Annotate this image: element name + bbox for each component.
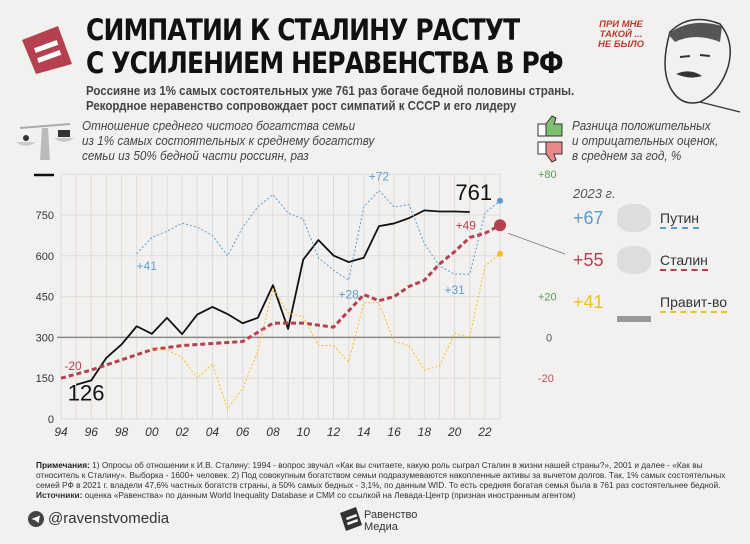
x-axis-tick-label: 12 <box>327 425 341 439</box>
x-axis-tick-label: 18 <box>418 425 432 439</box>
x-axis-tick-label: 04 <box>206 425 220 439</box>
x-axis-tick-label: 20 <box>447 425 462 439</box>
brand-line: Медиа <box>364 521 398 533</box>
page-title: СИМПАТИИ К СТАЛИНУ РАСТУТ С УСИЛЕНИЕМ НЕ… <box>86 13 564 80</box>
left-axis-tick-label: 600 <box>36 251 54 263</box>
legend-item: +55 Сталин <box>573 246 748 280</box>
government-building-icon <box>617 288 651 322</box>
quote-line: ТАКОЙ ... <box>599 29 643 40</box>
x-axis-tick-label: 98 <box>115 425 129 439</box>
data-label: 761 <box>455 180 492 205</box>
legend-label: Путин <box>660 210 700 229</box>
x-axis-tick-label: 22 <box>477 425 492 439</box>
desc-line: и отрицательных оценок, <box>572 133 719 148</box>
quote-line: ПРИ МНЕ <box>599 19 643 30</box>
notes: Примечания: 1) Опросы об отношении к И.В… <box>36 460 726 490</box>
leader-line <box>507 232 566 255</box>
x-axis-tick-label: 02 <box>175 425 189 439</box>
data-label: 126 <box>68 381 105 406</box>
desc-line: из 1% самых состоятельных к среднему бог… <box>82 133 375 148</box>
line-chart: 0 150 300 450 600 750 +80 +20 0 -20 94 96 98 00 02 04 06… <box>34 169 566 439</box>
right-axis-tick-label: +20 <box>538 292 557 304</box>
x-axis-tick-label: 96 <box>85 425 99 439</box>
desc-line: семьи из 50% бедной части россиян, раз <box>82 148 309 163</box>
left-axis-tick-label: 150 <box>36 373 54 385</box>
right-axis-tick-label: 0 <box>546 332 552 344</box>
legend-value: +41 <box>573 292 604 312</box>
thumbs-up-down-icon <box>537 115 563 163</box>
title-line: С УСИЛЕНИЕМ НЕРАВЕНСТВА В РФ <box>86 46 564 80</box>
desc-line: в среднем за год, % <box>572 148 682 163</box>
quote-line: НЕ БЫЛО <box>598 39 644 50</box>
sources-label: Источники: <box>36 490 83 500</box>
telegram-icon[interactable] <box>28 511 44 527</box>
end-marker <box>497 250 504 257</box>
brand-line: Равенство <box>364 509 418 521</box>
x-axis-tick-label: 00 <box>145 425 159 439</box>
subtitle: Россияне из 1% самых состоятельных уже 7… <box>86 84 574 114</box>
stalin-portrait-icon <box>617 246 651 274</box>
subtitle-line: Рекордное неравенство сопровождает рост … <box>86 99 517 113</box>
stalin-portrait-icon <box>664 18 741 113</box>
right-axis-tick-label: -20 <box>538 373 554 385</box>
x-axis-tick-label: 10 <box>297 425 311 439</box>
left-axis-tick-label: 750 <box>36 210 54 222</box>
title-line: СИМПАТИИ К СТАЛИНУ РАСТУТ <box>86 13 520 47</box>
x-axis-tick-label: 94 <box>54 425 68 439</box>
ravenstvo-media-logo <box>340 507 362 531</box>
data-label: +72 <box>369 170 390 184</box>
ravenstvo-logo <box>22 26 72 74</box>
telegram-handle-link[interactable]: @ravenstvomedia <box>48 510 170 527</box>
desc-line: Отношение среднего чистого богатства сем… <box>82 118 356 133</box>
desc-line: Разница положительных <box>572 118 711 133</box>
legend-label: Правит-во <box>660 294 728 313</box>
legend-item: +41 Правит-во <box>573 292 748 322</box>
x-axis-tick-label: 14 <box>357 425 371 439</box>
data-label: +31 <box>444 283 465 297</box>
legend-value: +55 <box>573 250 604 270</box>
right-axis-description: Разница положительных и отрицательных оц… <box>572 118 718 163</box>
legend-value: +67 <box>573 208 604 228</box>
subtitle-line: Россияне из 1% самых состоятельных уже 7… <box>86 84 575 98</box>
legend-label: Сталин <box>660 252 708 271</box>
left-axis-tick-label: 0 <box>48 414 54 426</box>
end-marker <box>494 219 507 232</box>
series-line-3 <box>151 253 501 410</box>
left-axis-tick-label: 450 <box>36 292 54 304</box>
data-label: +41 <box>137 259 158 273</box>
stalin-quote: ПРИ МНЕ ТАКОЙ ... НЕ БЫЛО <box>596 20 646 50</box>
left-axis-description: Отношение среднего чистого богатства сем… <box>82 118 374 163</box>
right-axis-tick-label: +80 <box>538 169 557 181</box>
end-marker <box>497 197 504 204</box>
scales-icon <box>16 123 74 160</box>
legend-item: +67 Путин <box>573 204 748 238</box>
brand-name: Равенство Медиа <box>364 509 417 533</box>
x-axis-tick-label: 16 <box>387 425 401 439</box>
notes-text: 1) Опросы об отношении к И.В. Сталину: 1… <box>36 460 726 490</box>
legend-year: 2023 г. <box>573 186 616 201</box>
x-axis-tick-label: 06 <box>236 425 250 439</box>
sources-text: оценка «Равенства» по данным World Inequ… <box>82 490 576 500</box>
data-label: +49 <box>456 218 477 232</box>
putin-portrait-icon <box>617 204 651 232</box>
data-label: +28 <box>338 287 359 301</box>
notes-label: Примечания: <box>36 460 90 470</box>
series-line-2 <box>60 223 501 380</box>
left-axis-tick-label: 300 <box>36 332 54 344</box>
sources: Источники: оценка «Равенства» по данным … <box>36 490 575 500</box>
data-label: -20 <box>64 359 82 373</box>
x-axis-tick-label: 08 <box>266 425 280 439</box>
